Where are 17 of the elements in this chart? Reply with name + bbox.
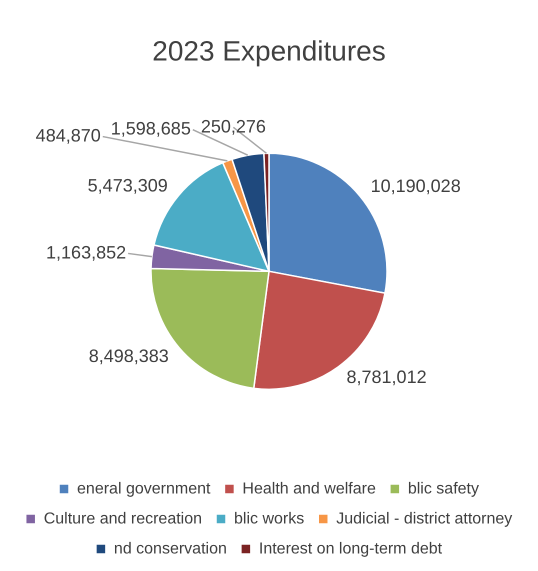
data-label: 10,190,028 <box>370 176 461 196</box>
legend-label: Health and welfare <box>242 480 376 498</box>
legend-label: eneral government <box>77 480 211 498</box>
data-label: 8,781,012 <box>346 367 427 388</box>
legend-label: Culture and recreation <box>44 510 202 528</box>
data-label: 8,498,383 <box>88 346 169 366</box>
data-label: 250,276 <box>200 116 266 136</box>
data-label: 484,870 <box>36 126 101 146</box>
data-label: 1,163,852 <box>46 242 126 262</box>
legend-label: blic works <box>234 510 304 528</box>
chart-title: 2023 Expenditures <box>152 36 386 67</box>
legend-label: Interest on long-term debt <box>258 540 443 558</box>
legend-label: nd conservation <box>114 540 227 558</box>
data-label: 1,598,685 <box>110 118 191 139</box>
data-label: 5,473,309 <box>88 176 168 196</box>
legend-label: Judicial - district attorney <box>336 510 512 528</box>
legend-label: blic safety <box>408 480 479 498</box>
